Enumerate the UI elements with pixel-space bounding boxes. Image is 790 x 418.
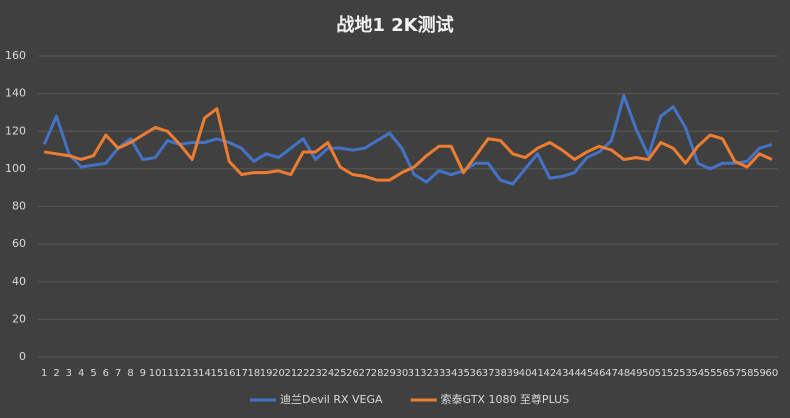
x-tick-label: 36 [469,368,482,379]
x-tick-label: 40 [519,368,532,379]
x-tick-label: 55 [704,368,717,379]
y-tick-label: 60 [12,237,26,250]
x-tick-label: 23 [309,368,322,379]
x-tick-label: 35 [457,368,470,379]
x-tick-label: 53 [679,368,692,379]
y-tick-label: 120 [5,124,26,137]
x-tick-label: 17 [235,368,248,379]
x-tick-label: 16 [223,368,236,379]
y-tick-label: 80 [12,200,26,213]
x-tick-label: 3 [66,368,72,379]
x-tick-label: 11 [161,368,174,379]
x-tick-label: 12 [173,368,186,379]
x-tick-label: 48 [617,368,630,379]
x-tick-label: 1 [41,368,47,379]
series-line [43,107,773,182]
x-tick-label: 4 [78,368,84,379]
y-tick-label: 140 [5,87,26,100]
x-tick-label: 57 [728,368,741,379]
x-tick-label: 22 [297,368,310,379]
legend-label: 索泰GTX 1080 至尊PLUS [441,392,570,406]
y-tick-label: 40 [12,275,26,288]
x-tick-label: 42 [543,368,556,379]
x-tick-label: 15 [210,368,223,379]
x-tick-label: 49 [630,368,643,379]
x-tick-label: 10 [149,368,162,379]
x-tick-label: 60 [765,368,778,379]
x-tick-label: 41 [531,368,544,379]
x-tick-label: 2 [53,368,59,379]
x-tick-label: 14 [198,368,211,379]
x-tick-label: 51 [654,368,667,379]
x-tick-label: 33 [432,368,445,379]
x-tick-label: 25 [334,368,347,379]
x-tick-label: 26 [346,368,359,379]
x-tick-label: 31 [408,368,421,379]
x-tick-label: 18 [247,368,260,379]
x-tick-label: 7 [115,368,121,379]
x-tick-label: 21 [284,368,297,379]
x-tick-label: 47 [605,368,618,379]
x-tick-label: 59 [753,368,766,379]
x-tick-label: 38 [494,368,507,379]
chart-title: 战地1 2K测试 [336,14,453,36]
y-tick-label: 160 [5,49,26,62]
x-tick-label: 13 [186,368,199,379]
x-tick-label: 9 [140,368,146,379]
x-tick-label: 37 [482,368,495,379]
x-tick-label: 5 [90,368,96,379]
series-line [42,94,773,186]
x-tick-label: 8 [127,368,133,379]
x-tick-label: 24 [321,368,334,379]
legend-label: 迪兰Devil RX VEGA [280,393,383,406]
x-tick-label: 58 [741,368,754,379]
x-tick-label: 39 [506,368,519,379]
y-tick-label: 100 [5,162,26,175]
x-tick-label: 30 [395,368,408,379]
x-tick-label: 52 [667,368,680,379]
x-tick-label: 32 [420,368,433,379]
x-tick-label: 45 [580,368,593,379]
x-tick-label: 6 [103,368,109,379]
x-tick-label: 44 [568,368,581,379]
x-tick-label: 50 [642,368,655,379]
x-tick-label: 19 [260,368,273,379]
x-tick-label: 54 [691,368,704,379]
x-tick-label: 29 [383,368,396,379]
x-tick-label: 46 [593,368,606,379]
x-tick-label: 34 [445,368,458,379]
x-tick-label: 28 [371,368,384,379]
x-tick-label: 43 [556,368,569,379]
x-tick-label: 20 [272,368,285,379]
y-tick-label: 20 [12,312,26,325]
x-tick-label: 56 [716,368,729,379]
x-tick-label: 27 [358,368,371,379]
y-tick-label: 0 [19,350,26,363]
